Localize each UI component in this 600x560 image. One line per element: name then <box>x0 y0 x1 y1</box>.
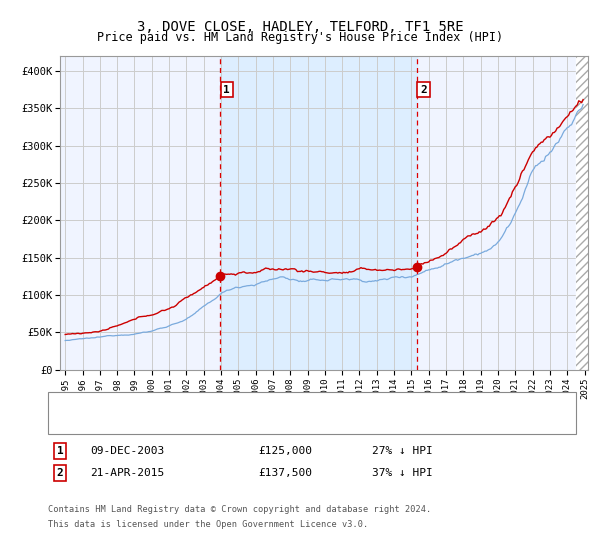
Text: ———: ——— <box>66 416 89 429</box>
Text: 1: 1 <box>56 446 64 456</box>
Text: HPI: Average price, detached house, Telford and Wrekin: HPI: Average price, detached house, Telf… <box>132 417 449 427</box>
Text: 37% ↓ HPI: 37% ↓ HPI <box>372 468 433 478</box>
Text: 27% ↓ HPI: 27% ↓ HPI <box>372 446 433 456</box>
Bar <box>220 56 417 370</box>
Text: Price paid vs. HM Land Registry's House Price Index (HPI): Price paid vs. HM Land Registry's House … <box>97 31 503 44</box>
Bar <box>576 56 588 370</box>
Text: 1: 1 <box>223 85 230 95</box>
Text: This data is licensed under the Open Government Licence v3.0.: This data is licensed under the Open Gov… <box>48 520 368 529</box>
Text: 21-APR-2015: 21-APR-2015 <box>90 468 164 478</box>
Text: £125,000: £125,000 <box>258 446 312 456</box>
Text: Contains HM Land Registry data © Crown copyright and database right 2024.: Contains HM Land Registry data © Crown c… <box>48 505 431 514</box>
Text: ———: ——— <box>66 397 89 410</box>
Text: 2: 2 <box>420 85 427 95</box>
Text: 3, DOVE CLOSE, HADLEY, TELFORD, TF1 5RE (detached house): 3, DOVE CLOSE, HADLEY, TELFORD, TF1 5RE … <box>132 399 461 409</box>
Text: 09-DEC-2003: 09-DEC-2003 <box>90 446 164 456</box>
Text: 3, DOVE CLOSE, HADLEY, TELFORD, TF1 5RE: 3, DOVE CLOSE, HADLEY, TELFORD, TF1 5RE <box>137 20 463 34</box>
Bar <box>576 56 588 370</box>
Text: 2: 2 <box>56 468 64 478</box>
Text: £137,500: £137,500 <box>258 468 312 478</box>
